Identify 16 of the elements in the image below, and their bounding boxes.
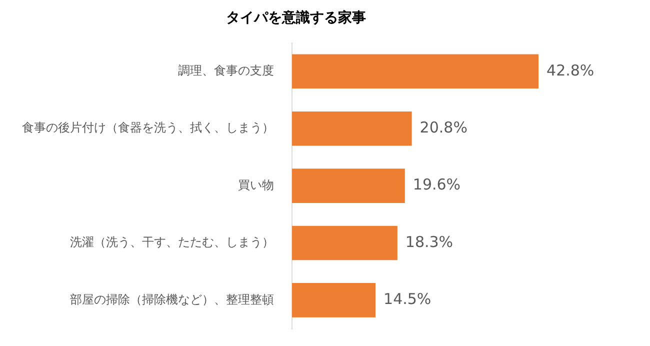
y-tick-label: 食事の後片付け（食器を洗う、拭く、しまう） — [22, 120, 274, 135]
y-tick-label: 洗濯（洗う、干す、たたむ、しまう） — [70, 235, 274, 250]
data-label: 14.5% — [384, 290, 432, 308]
data-label: 19.6% — [412, 176, 461, 194]
y-tick-label: 調理、食事の支度 — [178, 64, 274, 78]
y-tick-label: 部屋の掃除（掃除機など）、整理整頓 — [70, 292, 274, 306]
bar — [292, 54, 539, 89]
chart-title: タイパを意識する家事 — [226, 9, 366, 26]
data-label: 20.8% — [420, 118, 468, 136]
y-tick-label: 買い物 — [238, 178, 274, 192]
data-label: 18.3% — [405, 232, 454, 251]
bar — [292, 111, 412, 146]
bar — [292, 168, 405, 203]
bar — [292, 226, 398, 260]
bar — [292, 283, 376, 318]
data-label: 42.8% — [546, 61, 594, 80]
